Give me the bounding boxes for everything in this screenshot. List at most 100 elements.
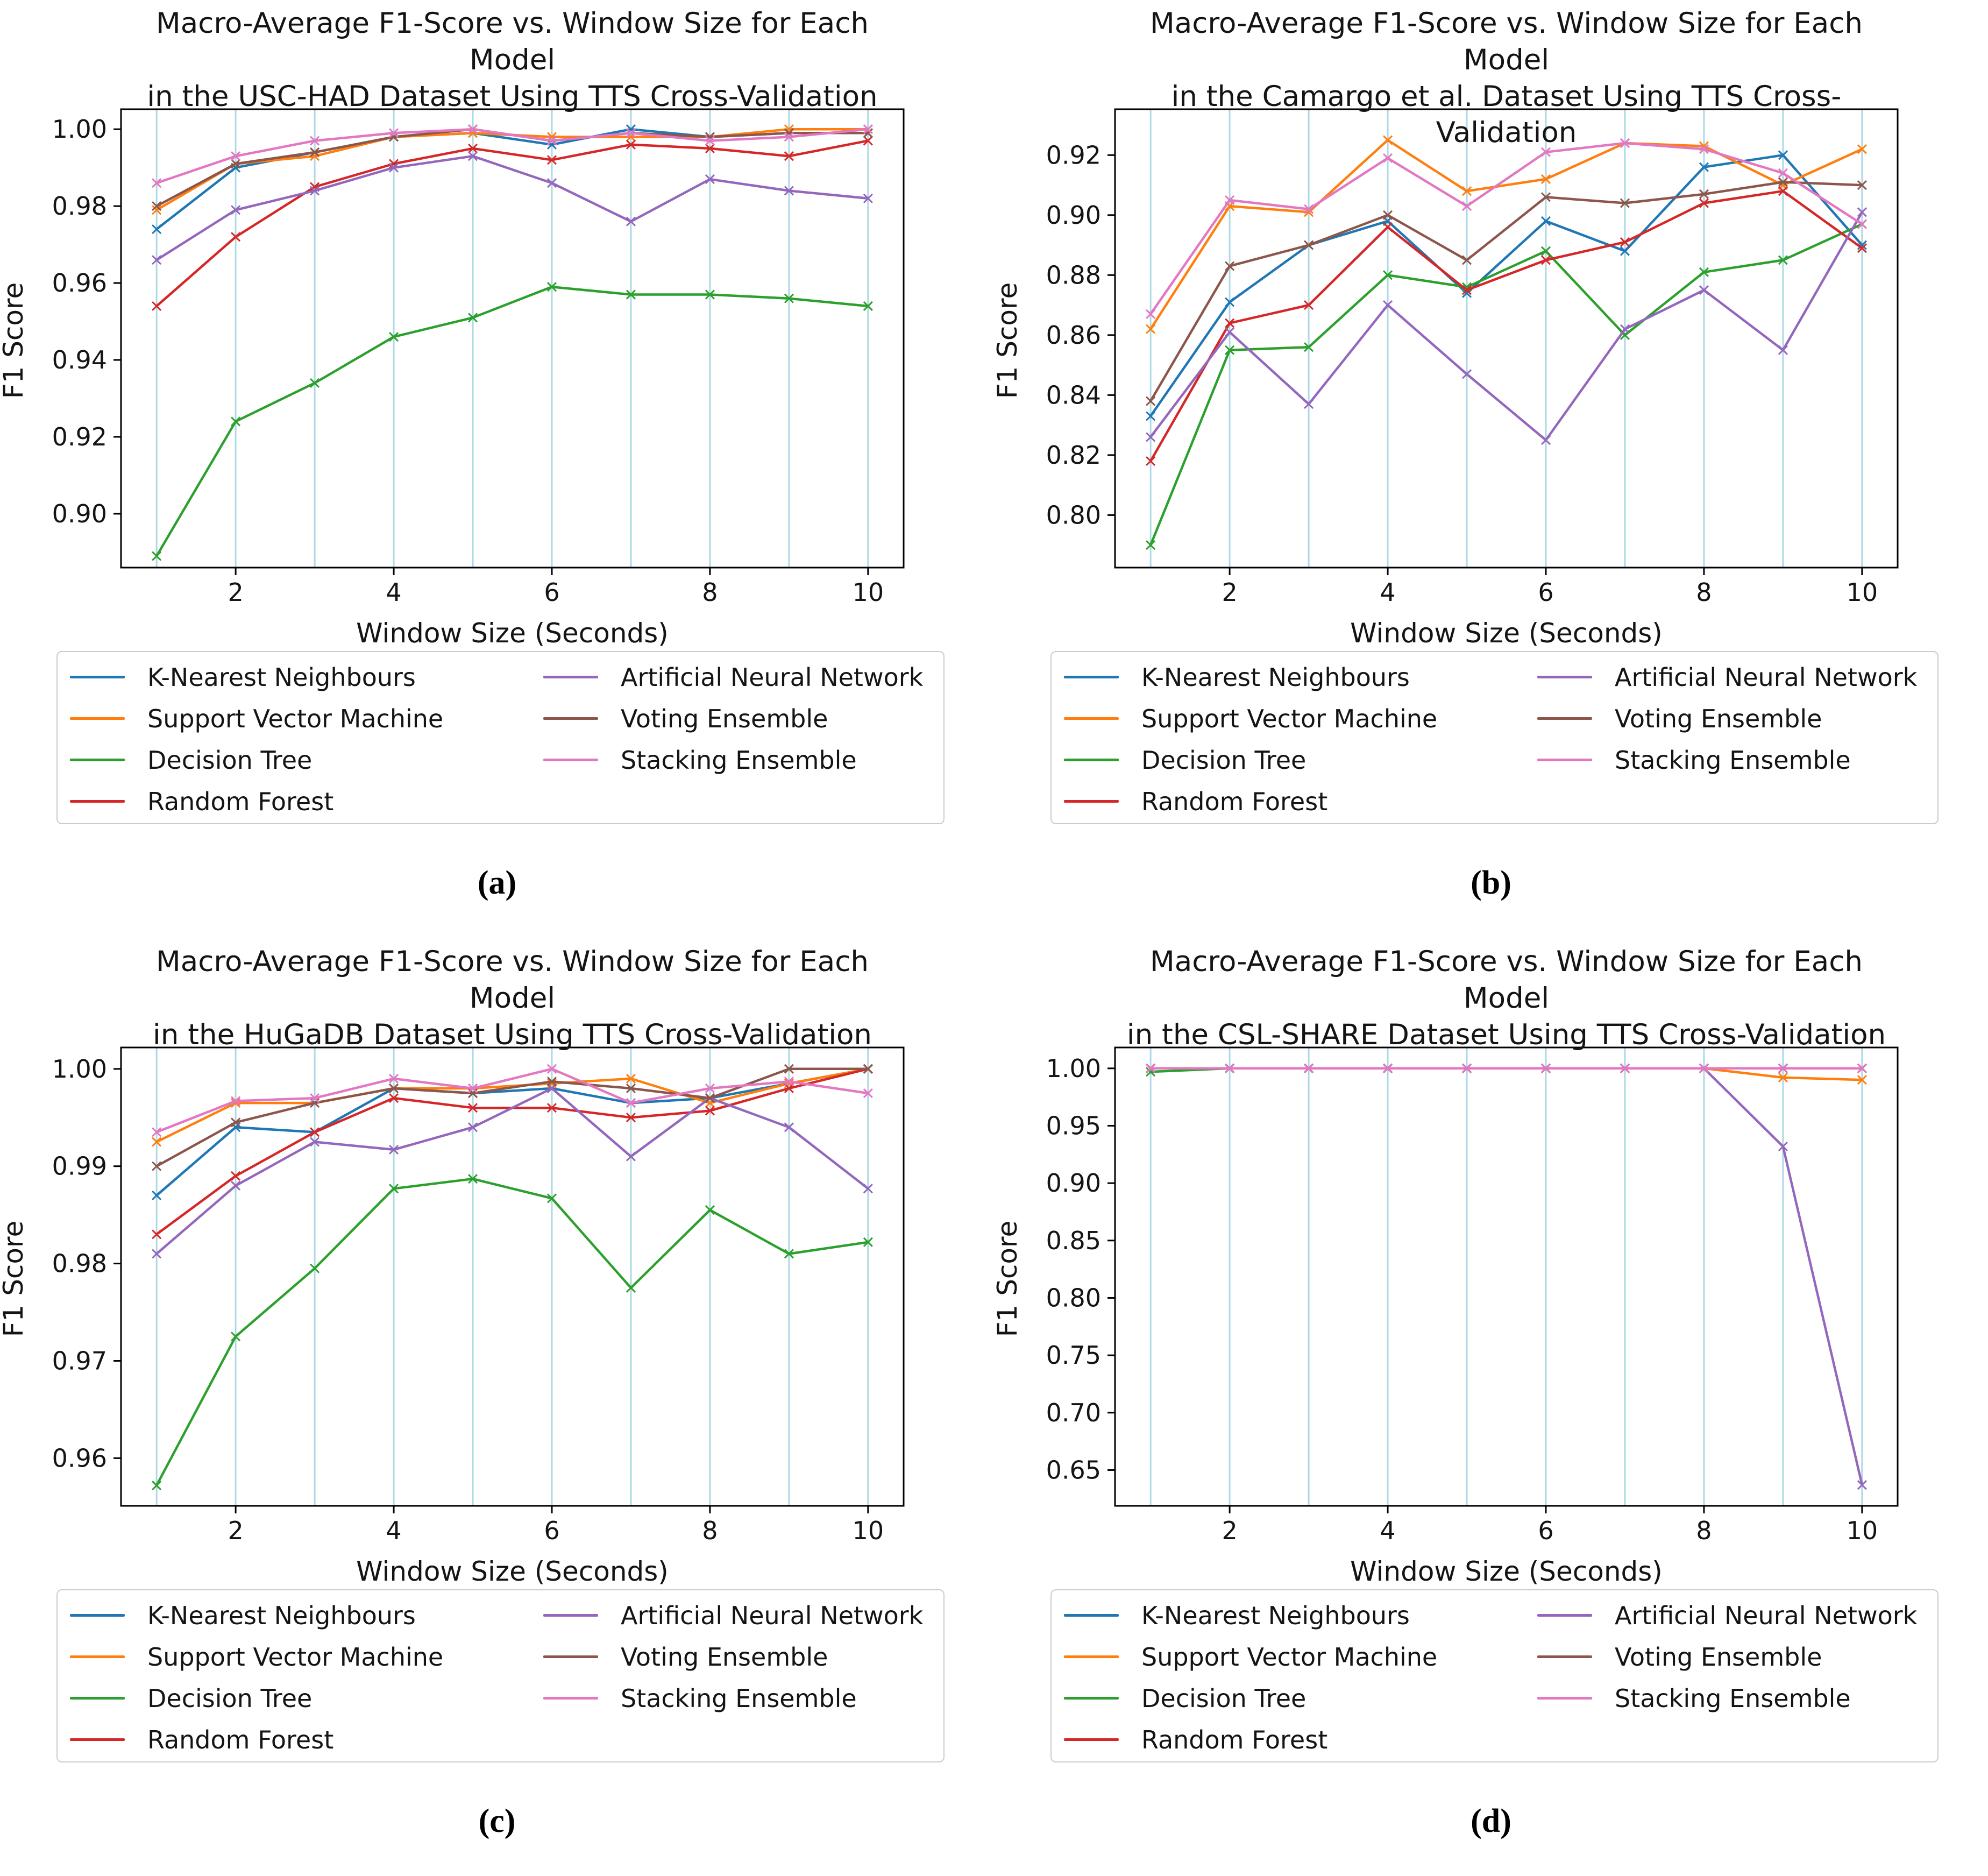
legend-column: K-Nearest Neighbours Support Vector Machi… <box>70 656 443 822</box>
marker-x-artificial-neural-network <box>152 255 162 265</box>
legend-label: Support Vector Machine <box>147 1642 444 1672</box>
marker-x-stacking-ensemble <box>1461 201 1472 211</box>
legend-line-sample <box>543 759 598 761</box>
marker-x-artificial-neural-network <box>388 1144 399 1155</box>
legend-entry: Random Forest <box>1064 781 1437 822</box>
y-tick-label: 0.96 <box>52 268 107 298</box>
plot-area: 0.92 0.90 0.88 0.86 0.84 0.82 0.80 2 4 6 8 10 <box>1046 108 1899 607</box>
marker-x-support-vector-machine <box>1778 1072 1788 1082</box>
marker-x-random-forest <box>1857 243 1867 253</box>
marker-x-random-forest <box>1225 318 1235 328</box>
marker-x-artificial-neural-network <box>626 216 636 226</box>
marker-x-stacking-ensemble <box>626 1098 636 1108</box>
marker-x-random-forest <box>467 1103 478 1113</box>
axes-spine <box>120 1046 905 1507</box>
marker-x-voting-ensemble <box>152 201 162 211</box>
marker-x-stacking-ensemble <box>1620 1063 1630 1073</box>
legend-label: Random Forest <box>1141 1725 1328 1754</box>
legend-label: Voting Ensemble <box>1615 1642 1822 1672</box>
marker-x-artificial-neural-network <box>1857 1480 1867 1490</box>
marker-x-random-forest <box>1146 456 1156 466</box>
marker-x-stacking-ensemble <box>546 136 557 146</box>
legend-label: Random Forest <box>147 787 334 816</box>
chart-title: Macro-Average F1-Score vs. Window Size f… <box>1115 5 1898 151</box>
legend-entry: Random Forest <box>70 781 443 822</box>
marker-x-k-nearest-neighbours <box>1225 297 1235 307</box>
marker-x-k-nearest-neighbours <box>1540 216 1551 226</box>
marker-x-voting-ensemble <box>1540 192 1551 202</box>
x-tick-label: 8 <box>1696 1516 1712 1545</box>
legend-entry: Stacking Ensemble <box>1537 739 1917 781</box>
y-tick-label: 0.92 <box>52 422 107 451</box>
legend-label: Support Vector Machine <box>1141 704 1438 733</box>
legend-column: Artificial Neural Network Voting Ensemble… <box>543 1595 923 1719</box>
legend-box: K-Nearest Neighbours Support Vector Machi… <box>1050 1589 1939 1762</box>
marker-x-stacking-ensemble <box>1304 204 1314 214</box>
x-tick-label: 2 <box>1222 1516 1237 1545</box>
marker-x-artificial-neural-network <box>388 162 399 173</box>
legend-entry: Voting Ensemble <box>1537 1636 1917 1677</box>
legend-line-sample <box>70 800 125 803</box>
legend-entry: Support Vector Machine <box>70 698 443 739</box>
marker-x-decision-tree <box>863 1237 873 1247</box>
legend-line-sample <box>543 1614 598 1617</box>
marker-x-stacking-ensemble <box>1382 153 1393 163</box>
marker-x-decision-tree <box>784 293 794 303</box>
legend-entry: Decision Tree <box>1064 1677 1437 1719</box>
legend-label: Artificial Neural Network <box>1615 662 1918 692</box>
marker-x-decision-tree <box>388 1184 399 1194</box>
chart-title-line2: in the HuGaDB Dataset Using TTS Cross-Va… <box>153 1018 872 1051</box>
marker-x-decision-tree <box>1225 345 1235 355</box>
legend-label: Decision Tree <box>1141 1683 1307 1713</box>
legend-line-sample <box>1064 1614 1119 1617</box>
legend-label: Artificial Neural Network <box>621 1601 924 1630</box>
marker-x-stacking-ensemble <box>1857 1063 1867 1073</box>
y-axis-label: F1 Score <box>0 282 29 399</box>
y-tick-label: 0.82 <box>1046 441 1101 470</box>
marker-x-stacking-ensemble <box>1540 1063 1551 1073</box>
marker-x-stacking-ensemble <box>1382 1063 1393 1073</box>
legend-entry: Random Forest <box>70 1719 443 1760</box>
y-tick-label: 0.96 <box>52 1443 107 1473</box>
x-tick-label: 8 <box>1696 578 1712 607</box>
series-line-random-forest <box>1149 189 1863 462</box>
chart-title-line2: in the CSL-SHARE Dataset Using TTS Cross… <box>1126 1018 1886 1051</box>
marker-x-stacking-ensemble <box>467 124 478 134</box>
marker-x-decision-tree <box>467 1174 478 1184</box>
x-axis-label: Window Size (Seconds) <box>356 618 669 649</box>
marker-x-voting-ensemble <box>626 1083 636 1094</box>
legend-line-sample <box>70 1614 125 1617</box>
series-line-random-forest <box>155 1067 869 1236</box>
marker-x-random-forest <box>231 1171 241 1181</box>
chart-title-line2: in the Camargo et al. Dataset Using TTS … <box>1171 80 1842 150</box>
legend-label: Stacking Ensemble <box>1615 745 1851 775</box>
x-tick-label: 4 <box>386 578 401 607</box>
series-line-artificial-neural-network <box>1151 1067 1864 1485</box>
legend-entry: Voting Ensemble <box>1537 698 1917 739</box>
series-line-k-nearest-neighbours <box>155 1067 869 1197</box>
marker-x-artificial-neural-network <box>863 1184 873 1194</box>
marker-x-artificial-neural-network <box>784 186 794 196</box>
chart-panel-a: 1.00 0.98 0.96 0.94 0.92 0.90 2 4 6 8 10 Macro-Ave… <box>0 0 994 938</box>
marker-x-k-nearest-neighbours <box>152 224 162 235</box>
legend-entry: Random Forest <box>1064 1719 1437 1760</box>
x-tick-label: 8 <box>702 578 718 607</box>
marker-x-random-forest <box>705 143 715 153</box>
marker-x-decision-tree <box>1699 267 1709 277</box>
chart-title: Macro-Average F1-Score vs. Window Size f… <box>121 944 904 1053</box>
legend-label: Voting Ensemble <box>621 1642 828 1672</box>
marker-x-stacking-ensemble <box>1225 195 1235 206</box>
y-tick-label: 0.65 <box>1046 1455 1101 1484</box>
marker-x-artificial-neural-network <box>231 205 241 215</box>
legend-entry: Artificial Neural Network <box>543 1595 923 1636</box>
subfigure-caption: (b) <box>1471 865 1511 901</box>
marker-x-k-nearest-neighbours <box>1146 411 1156 421</box>
marker-x-voting-ensemble <box>1304 240 1314 250</box>
series-line-voting-ensemble <box>156 128 868 208</box>
x-axis-label: Window Size (Seconds) <box>356 1556 669 1587</box>
marker-x-artificial-neural-network <box>626 1151 636 1162</box>
marker-x-stacking-ensemble <box>1146 309 1156 319</box>
marker-x-artificial-neural-network <box>1778 1141 1788 1151</box>
y-axis-label: F1 Score <box>992 282 1023 399</box>
marker-x-random-forest <box>784 151 794 161</box>
